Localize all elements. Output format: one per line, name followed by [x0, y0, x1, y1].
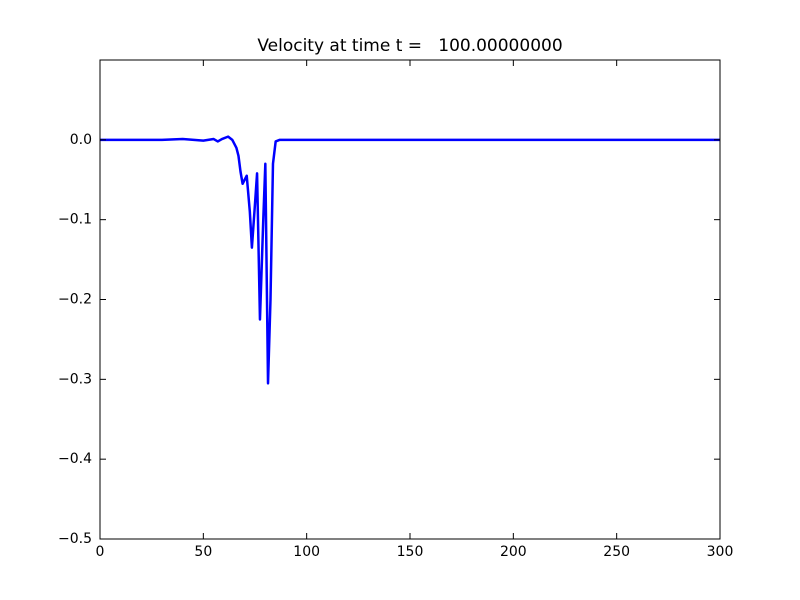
y-tick-label: 0.0 [70, 132, 92, 148]
y-tick-label: −0.5 [58, 531, 92, 547]
x-tick-label: 50 [194, 544, 212, 560]
x-tick-label: 0 [96, 544, 105, 560]
x-tick-label: 100 [293, 544, 320, 560]
data-line [100, 135, 720, 385]
y-tick-label: −0.2 [58, 292, 92, 308]
y-tick-label: −0.1 [58, 212, 92, 228]
x-tick-label: 200 [500, 544, 527, 560]
x-tick-label: 300 [707, 544, 734, 560]
x-tick-label: 150 [397, 544, 424, 560]
y-tick-label: −0.4 [58, 451, 92, 467]
y-tick-label: −0.3 [58, 371, 92, 387]
chart-title: Velocity at time t = 100.00000000 [257, 36, 562, 56]
x-tick-label: 250 [603, 544, 630, 560]
